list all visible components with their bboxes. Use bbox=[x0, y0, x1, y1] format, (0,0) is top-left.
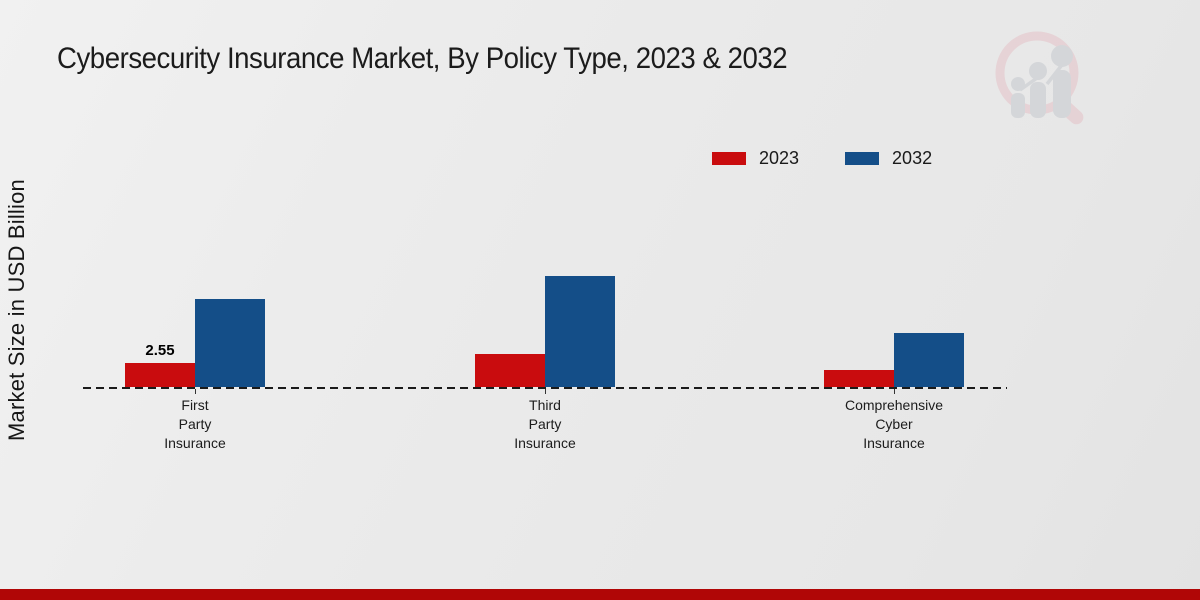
legend-swatch-2032 bbox=[845, 152, 880, 165]
bar-2032-category-1 bbox=[545, 276, 615, 387]
chart-title: Cybersecurity Insurance Market, By Polic… bbox=[57, 42, 788, 75]
legend-item-2023: 2023 bbox=[712, 148, 799, 169]
x-axis-line bbox=[83, 387, 1007, 389]
x-axis-tick bbox=[195, 389, 196, 394]
x-axis-tick bbox=[894, 389, 895, 394]
legend-label: 2023 bbox=[759, 148, 800, 168]
legend: 2023 2032 bbox=[712, 148, 932, 169]
legend-label: 2032 bbox=[892, 148, 933, 168]
bar-2023-category-0 bbox=[125, 363, 195, 387]
bar-2032-category-2 bbox=[894, 333, 964, 387]
x-axis-tick bbox=[545, 389, 546, 394]
category-label: Third Party Insurance bbox=[514, 397, 576, 451]
legend-swatch-2023 bbox=[712, 152, 746, 165]
bar-chart-people-icon bbox=[1011, 45, 1073, 118]
brand-logo-watermark bbox=[995, 31, 1084, 125]
legend-item-2032: 2032 bbox=[845, 148, 932, 169]
bar-2023-category-2 bbox=[824, 370, 894, 387]
category-label: Comprehensive Cyber Insurance bbox=[844, 397, 944, 451]
bar-2032-category-0 bbox=[195, 299, 265, 387]
bar-2023-category-1 bbox=[475, 354, 545, 387]
footer-accent-bar bbox=[0, 589, 1200, 600]
bar-value-label: 2.55 bbox=[145, 342, 175, 359]
category-label: First Party Insurance bbox=[164, 397, 226, 451]
